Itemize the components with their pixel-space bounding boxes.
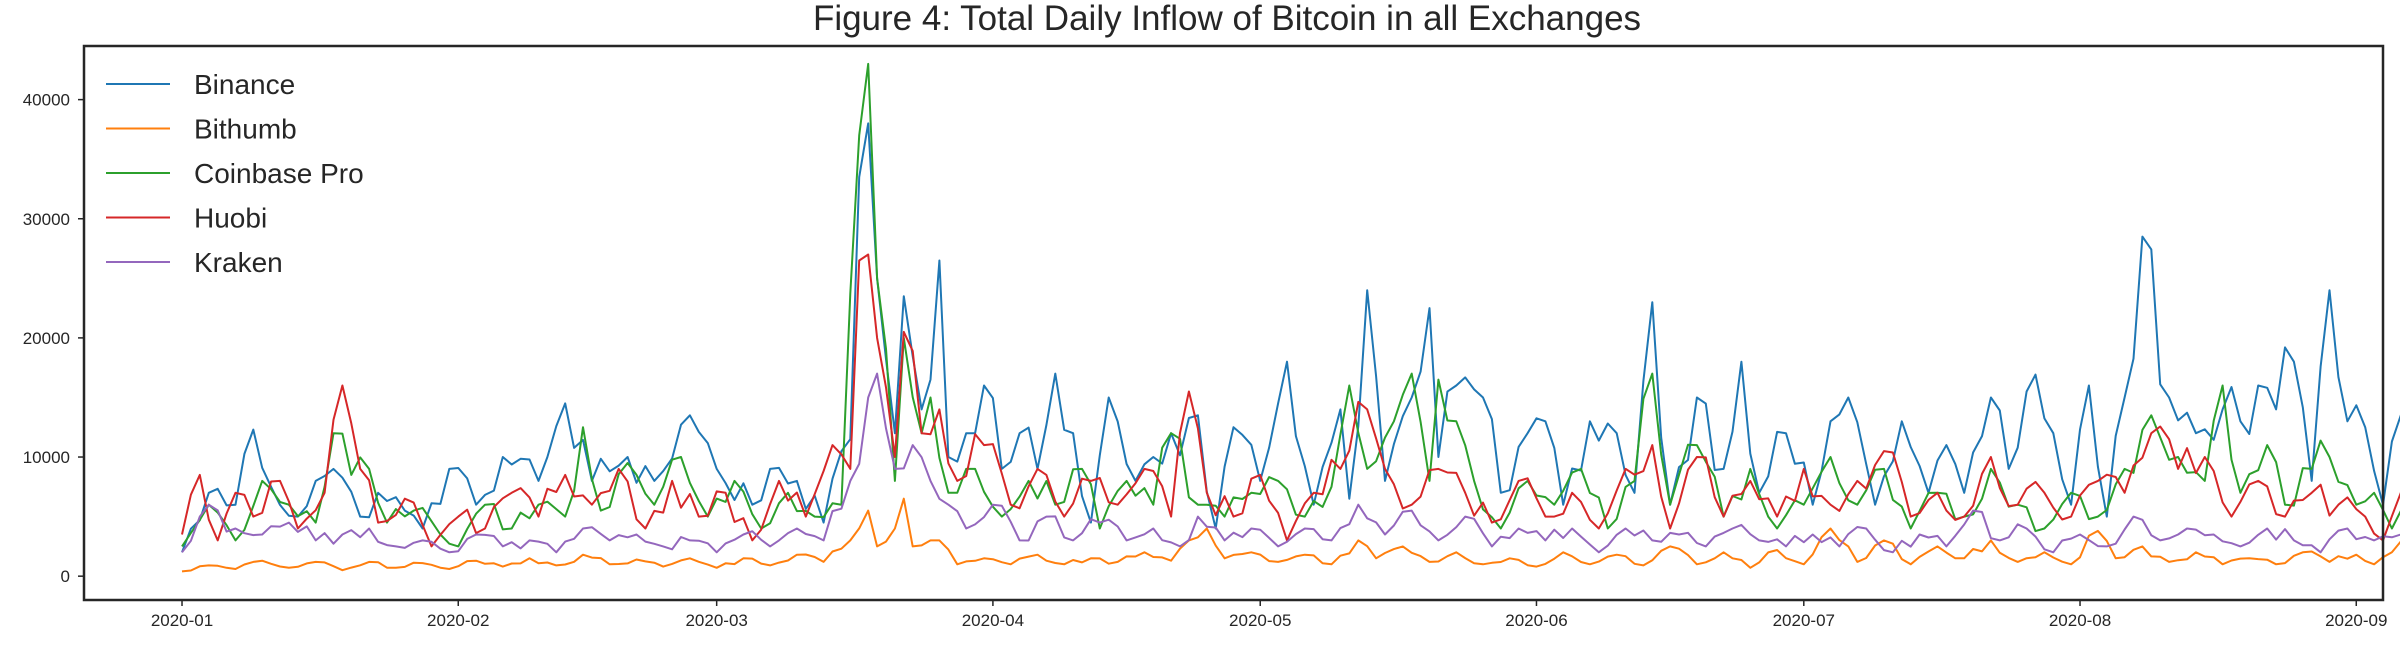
legend-label-huobi: Huobi [194, 203, 267, 234]
series-line-huobi [181, 253, 2400, 548]
y-tick-label: 10000 [23, 448, 70, 467]
plot-frame [82, 44, 2385, 602]
y-tick-label: 40000 [23, 91, 70, 110]
x-tick-label: 2020-03 [685, 611, 747, 630]
x-tick-label: 2020-02 [427, 611, 489, 630]
x-tick-label: 2020-01 [151, 611, 213, 630]
x-tick-label: 2020-07 [1773, 611, 1835, 630]
x-tick-label: 2020-04 [962, 611, 1024, 630]
x-tick-label: 2020-09 [2325, 611, 2387, 630]
series-layer [181, 62, 2400, 573]
series-line-bithumb [181, 497, 2400, 573]
legend: Binance Bithumb Coinbase Pro Huobi Kraken [106, 69, 364, 278]
chart-title: Figure 4: Total Daily Inflow of Bitcoin … [813, 0, 1641, 38]
y-tick-label: 20000 [23, 329, 70, 348]
legend-label-kraken: Kraken [194, 247, 283, 278]
series-line-binance [181, 122, 2400, 553]
x-tick-label: 2020-05 [1229, 611, 1291, 630]
x-tick-label: 2020-08 [2049, 611, 2111, 630]
legend-label-coinbase-pro: Coinbase Pro [194, 158, 364, 189]
y-tick-label: 30000 [23, 210, 70, 229]
y-axis: 0 10000 20000 30000 40000 [23, 91, 84, 586]
series-line-kraken [181, 372, 2400, 554]
x-axis: 2020-01 2020-02 2020-03 2020-04 2020-05 2020-… [151, 600, 2387, 630]
legend-label-binance: Binance [194, 69, 295, 100]
series-line-coinbase-pro [181, 62, 2400, 548]
x-tick-label: 2020-06 [1505, 611, 1567, 630]
legend-label-bithumb: Bithumb [194, 114, 297, 145]
y-tick-label: 0 [61, 567, 70, 586]
